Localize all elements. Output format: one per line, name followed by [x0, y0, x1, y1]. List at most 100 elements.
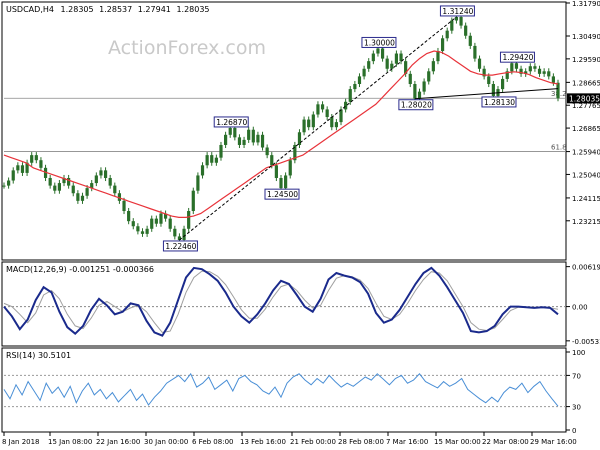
- price-close: 1.28035: [176, 5, 209, 14]
- candle-body: [214, 157, 218, 163]
- candle-body: [94, 175, 98, 184]
- candle-body: [344, 101, 348, 110]
- price-tick-label: 1.28665: [572, 79, 600, 87]
- price-annotations: 1.31240 1.30000 1.29420 1.28020 1.28130 1.268…: [162, 5, 600, 252]
- candle-body: [122, 200, 126, 212]
- candle-body: [242, 139, 246, 145]
- rsi-axis: 100 70 30 0: [4, 349, 585, 435]
- price-tick-label: 1.25040: [572, 171, 600, 179]
- candle-body: [487, 76, 491, 85]
- price-annotation-box: [213, 116, 249, 128]
- candle-body: [43, 167, 48, 178]
- price-tick-label: 1.30490: [572, 33, 600, 41]
- candle-body: [482, 68, 486, 77]
- candle-body: [357, 76, 362, 85]
- candle-body: [427, 71, 431, 82]
- candle-body: [99, 170, 103, 176]
- candle-body: [307, 119, 311, 128]
- candle-body: [436, 50, 440, 62]
- moving-average-line: [3, 50, 559, 218]
- candle-body: [7, 180, 11, 186]
- candle-body: [62, 177, 66, 184]
- candle-body: [270, 155, 274, 166]
- time-tick-label: 15 Mar 00:00: [434, 438, 481, 446]
- candle-body: [108, 177, 112, 186]
- candle-body: [510, 63, 514, 72]
- candle-body: [367, 61, 371, 69]
- candle-body: [464, 25, 468, 36]
- candle-body: [85, 188, 89, 196]
- candle-body: [39, 160, 43, 168]
- candle-body: [251, 129, 255, 143]
- candle-body: [150, 218, 154, 229]
- candle-body: [113, 185, 117, 194]
- candle-body: [440, 38, 445, 51]
- rsi-series: [3, 372, 559, 407]
- candle-body: [371, 53, 375, 62]
- candle-body: [533, 66, 537, 69]
- candle-body: [491, 84, 495, 96]
- time-tick-label: 21 Feb 00:00: [290, 438, 336, 446]
- candle-body: [528, 66, 532, 72]
- time-tick-label: 22 Jan 16:00: [96, 438, 140, 446]
- price-tick-label: 1.26865: [572, 125, 600, 133]
- candle-body: [219, 144, 223, 158]
- candle-body: [131, 221, 135, 227]
- time-tick-label: 7 Mar 16:00: [386, 438, 428, 446]
- candle-body: [519, 68, 523, 74]
- candle-body: [53, 185, 57, 191]
- price-tick-label: 1.31790: [572, 0, 600, 8]
- price-low: 1.27941: [138, 5, 171, 14]
- fib-level-label: 61.8: [551, 144, 567, 152]
- candle-body: [505, 71, 509, 79]
- candle-body: [25, 162, 29, 173]
- price-annotation-label: 1.28020: [401, 101, 432, 110]
- candle-body: [260, 134, 265, 148]
- candle-body: [404, 61, 408, 74]
- time-axis: 8 Jan 2018 15 Jan 08:00 22 Jan 16:00 30 Jan…: [2, 432, 577, 446]
- candle-body: [210, 155, 214, 163]
- price-annotation-box: [264, 188, 300, 200]
- price-tick-label: 1.29590: [572, 56, 600, 64]
- candle-body: [90, 183, 94, 189]
- candle-body: [417, 91, 422, 99]
- candle-body: [431, 61, 435, 72]
- candle-body: [348, 89, 352, 102]
- candle-body: [80, 195, 85, 201]
- rsi-tick-label: 70: [572, 372, 581, 380]
- price-annotation-box: [499, 51, 535, 63]
- candle-body: [200, 165, 205, 176]
- candle-body: [265, 147, 269, 156]
- candle-body: [311, 114, 315, 128]
- price-tick-label: 1.24115: [572, 195, 600, 203]
- time-tick-label: 15 Jan 08:00: [48, 438, 92, 446]
- price-annotation-box: [361, 36, 397, 48]
- candle-body: [34, 155, 38, 161]
- price-open: 1.28305: [61, 5, 94, 14]
- price-header: USDCAD,H4 1.28305 1.28537 1.27941 1.2803…: [6, 5, 210, 14]
- candle-body: [191, 190, 195, 212]
- candle-body: [362, 68, 366, 77]
- candle-body: [71, 185, 75, 194]
- candle-body: [182, 228, 186, 240]
- candle-body: [501, 78, 505, 90]
- candle-body: [205, 155, 209, 166]
- candle-body: [339, 109, 343, 123]
- price-axis: 1.31790 1.30490 1.29590 1.28665 1.27765 1.268…: [566, 0, 600, 226]
- candle-body: [514, 63, 519, 69]
- candle-body: [224, 134, 228, 145]
- time-tick-label: 30 Jan 00:00: [144, 438, 188, 446]
- candle-body: [67, 177, 71, 186]
- candle-body: [450, 20, 454, 31]
- candle-body: [353, 84, 357, 90]
- candle-body: [473, 45, 477, 59]
- rsi-tick-label: 0: [572, 427, 576, 435]
- candle-body: [380, 48, 385, 59]
- current-price-label: 1.28035: [569, 94, 600, 103]
- candle-body: [556, 82, 560, 99]
- price-tick-label: 1.27765: [572, 102, 600, 110]
- candle-body: [140, 231, 145, 234]
- candle-body: [279, 177, 283, 189]
- price-annotation-label: 1.29420: [502, 53, 533, 62]
- candle-body: [274, 165, 278, 178]
